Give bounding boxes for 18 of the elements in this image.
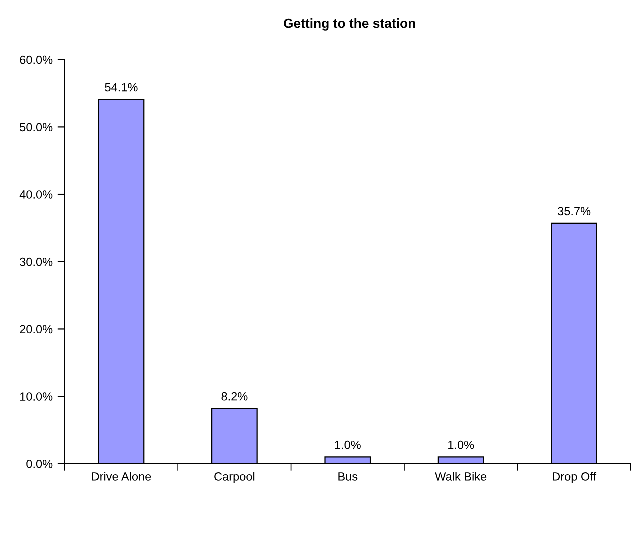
data-label: 1.0% [335,440,361,450]
data-label: 54.1% [105,83,138,92]
y-tick-label: 60.0% [20,56,53,64]
y-tick-label: 0.0% [26,460,53,468]
y-tick-label: 10.0% [20,392,53,401]
chart-title: Getting to the station [284,18,416,31]
x-tick-label: Drop Off [553,472,597,484]
data-label: 1.0% [448,440,474,450]
y-tick-label: 40.0% [20,190,53,199]
y-tick-label: 50.0% [20,123,53,132]
data-label: 8.2% [222,392,248,401]
x-tick-label: Bus [338,472,358,481]
x-tick-label: Drive Alone [92,472,152,481]
x-tick-label: Walk Bike [435,472,487,481]
data-label: 35.7% [558,207,591,216]
x-tick-label: Carpool [214,472,255,484]
y-tick-label: 30.0% [20,258,53,266]
y-tick-label: 20.0% [20,325,53,334]
